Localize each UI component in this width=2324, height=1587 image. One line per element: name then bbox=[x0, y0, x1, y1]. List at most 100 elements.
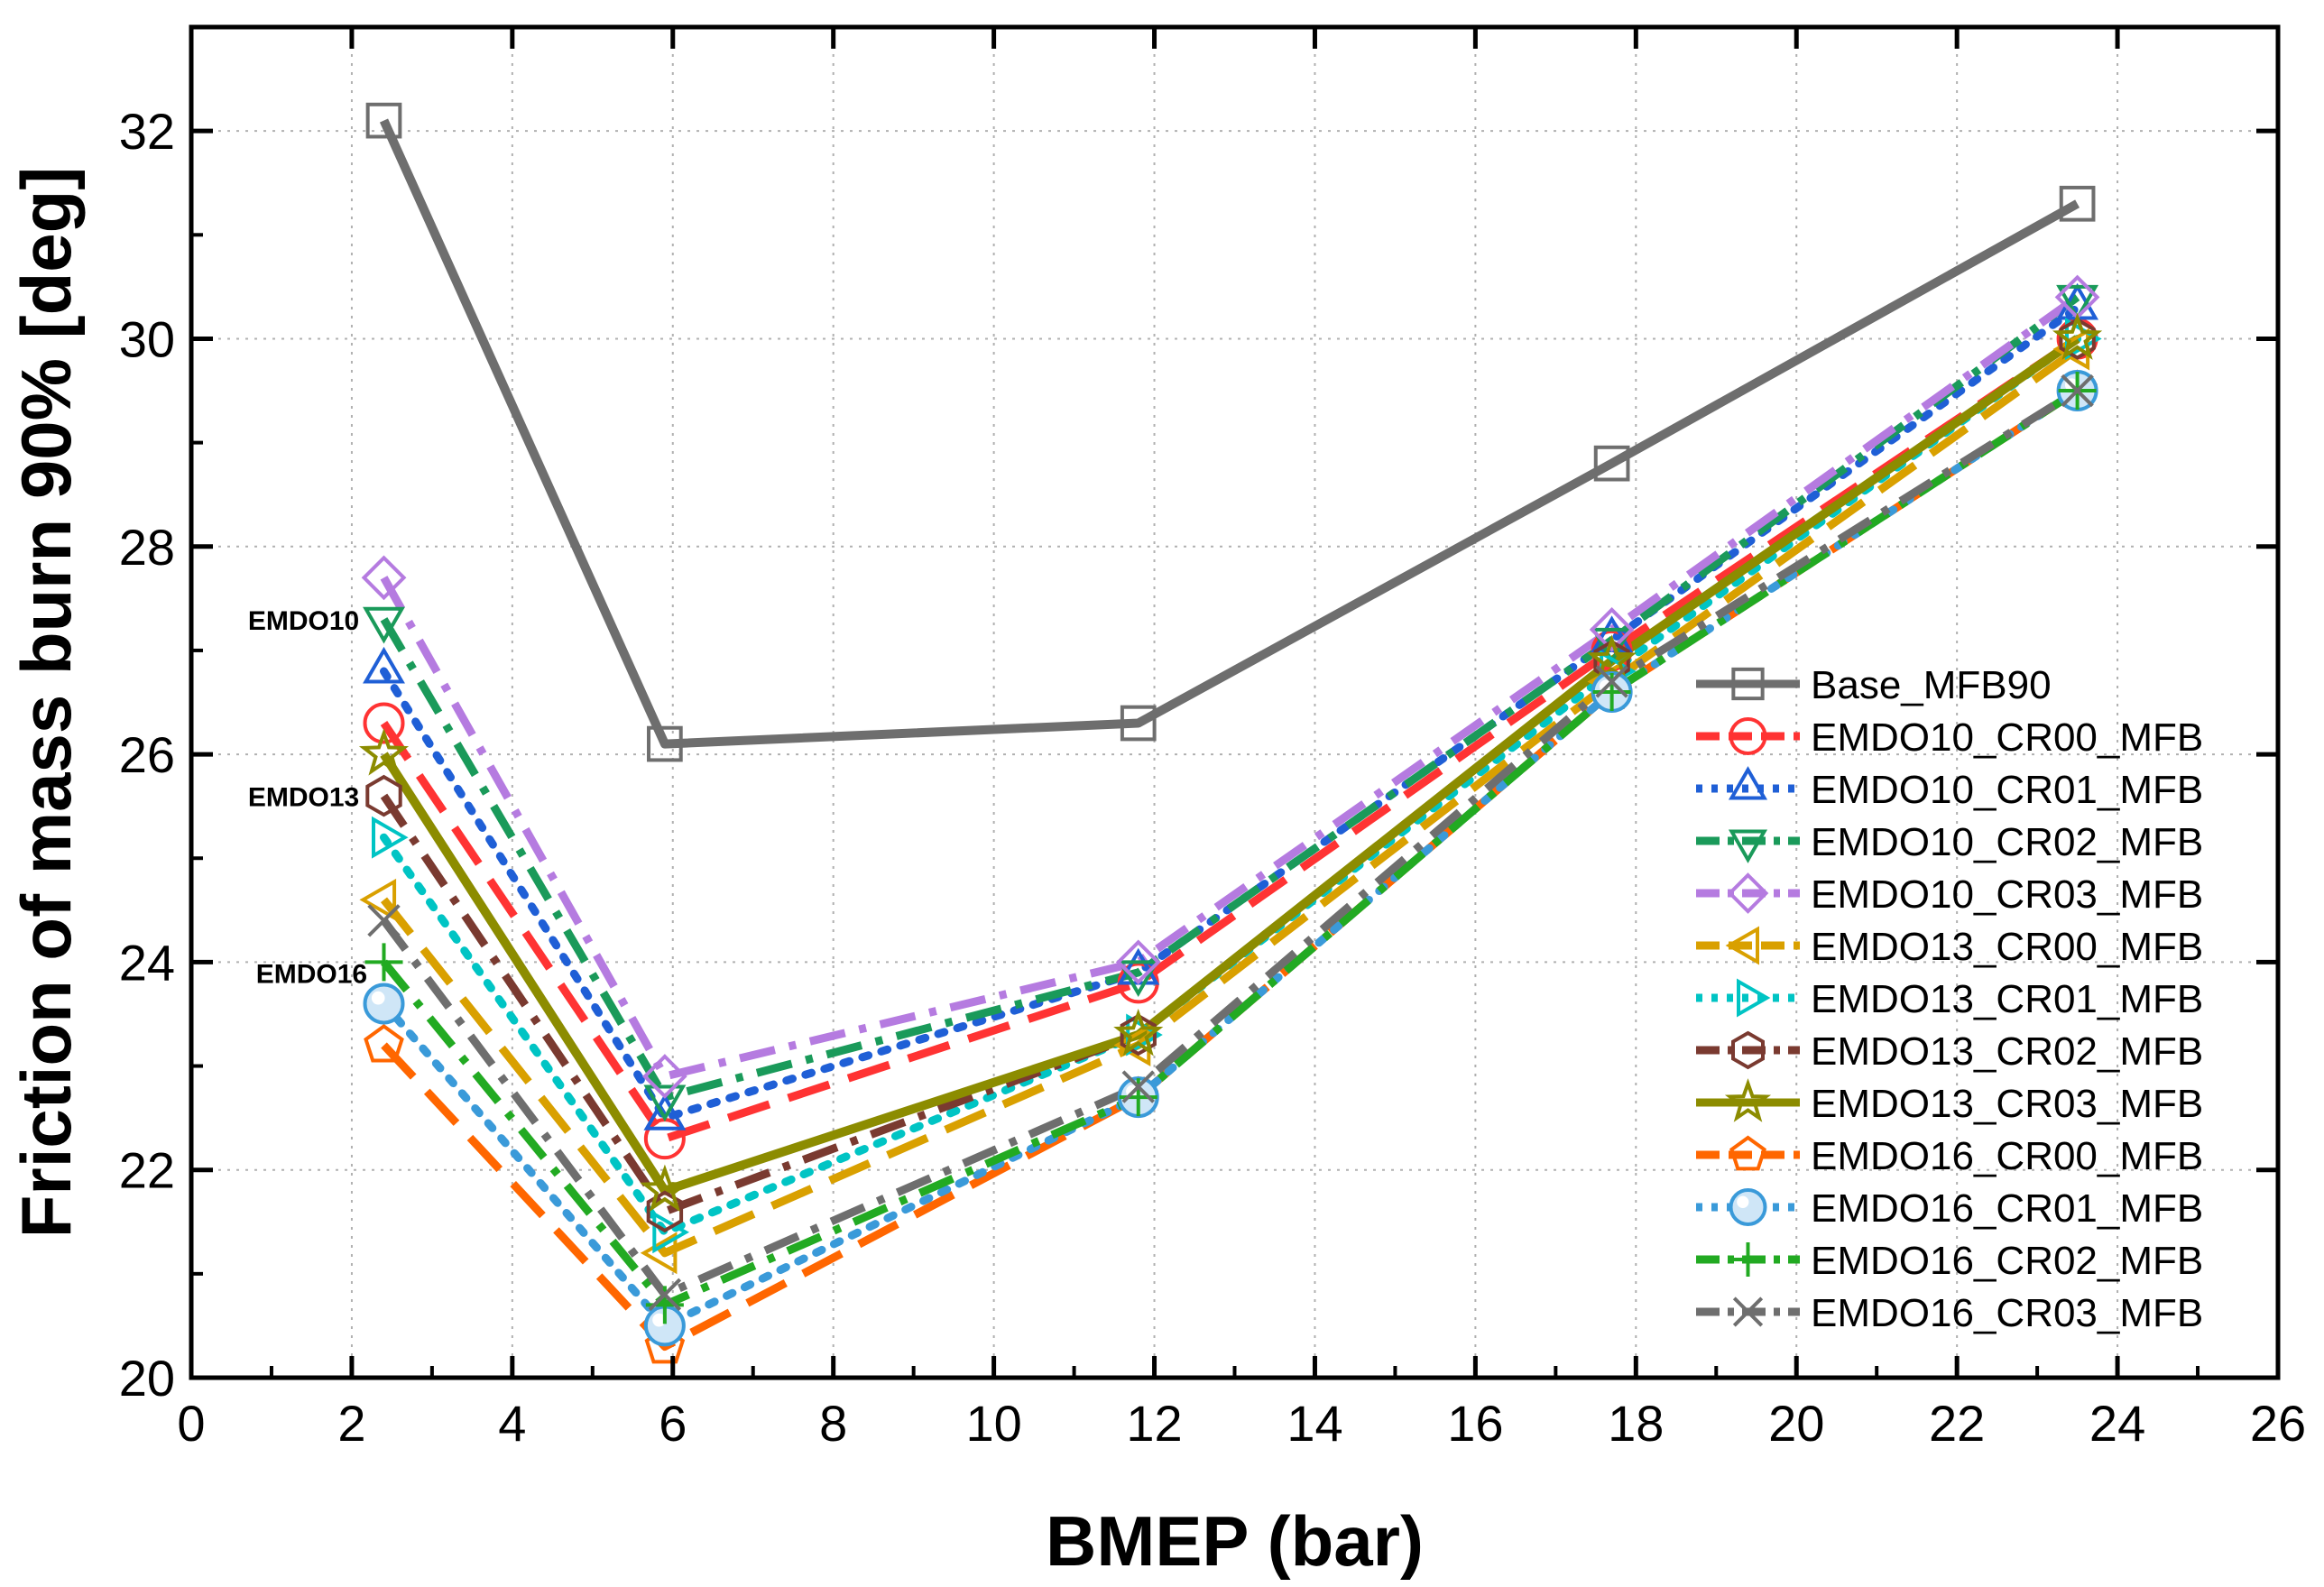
x-tick-label: 12 bbox=[1126, 1395, 1182, 1452]
x-tick-label: 8 bbox=[819, 1395, 847, 1452]
y-tick-label: 22 bbox=[119, 1142, 175, 1199]
marker-x-b bbox=[1595, 665, 1628, 698]
x-tick-label: 10 bbox=[965, 1395, 1021, 1452]
series-line-emdo16_cr00_mfb bbox=[381, 387, 2080, 1351]
legend-item: EMDO13_CR00_MFB bbox=[1696, 925, 2203, 969]
marker-circle bbox=[643, 1118, 686, 1160]
marker-x-b bbox=[2061, 374, 2094, 408]
x-axis-title: BMEP (bar) bbox=[1046, 1501, 1424, 1581]
marker-triangle-right bbox=[1737, 978, 1771, 1018]
marker-square bbox=[365, 102, 402, 139]
legend-item: EMDO10_CR00_MFB bbox=[1696, 715, 2203, 760]
marker-x bbox=[1732, 1296, 1764, 1327]
marker-star bbox=[1113, 1009, 1164, 1056]
y-tick-label: 20 bbox=[119, 1350, 175, 1407]
series-line-emdo10_cr03_mfb bbox=[380, 293, 2080, 1081]
y-tick-label: 26 bbox=[119, 726, 175, 783]
x-tick-label: 0 bbox=[177, 1395, 205, 1452]
marker-square bbox=[1120, 705, 1157, 742]
marker-hexagon bbox=[646, 1190, 684, 1233]
marker-x bbox=[1595, 665, 1628, 698]
series-line-emdo10_cr00_mfb bbox=[380, 335, 2080, 1143]
y-axis-title: Friction of mass burn 90% [deg] bbox=[6, 167, 86, 1238]
marker-sphere-body bbox=[1729, 1188, 1767, 1226]
marker-hexagon bbox=[1120, 1013, 1157, 1056]
annotations: EMDO10 EMDO13 EMDO16 bbox=[248, 606, 367, 990]
x-tick-label: 26 bbox=[2250, 1395, 2306, 1452]
legend-item: EMDO10_CR01_MFB bbox=[1696, 766, 2203, 812]
marker-square bbox=[2059, 185, 2096, 222]
marker-x-b bbox=[1121, 1070, 1155, 1103]
y-tick-label: 28 bbox=[119, 519, 175, 576]
series-line-emdo10_cr02_mfb bbox=[380, 293, 2080, 1102]
marker-triangle-down bbox=[1728, 829, 1768, 863]
marker-diamond bbox=[641, 1054, 687, 1099]
series-line-base_mfb90 bbox=[379, 118, 2080, 749]
marker-star bbox=[358, 728, 410, 776]
marker-diamond bbox=[1589, 606, 1635, 652]
legend-label: EMDO10_CR00_MFB bbox=[1811, 715, 2203, 760]
legend-item: EMDO10_CR02_MFB bbox=[1696, 820, 2203, 864]
marker-x bbox=[648, 1278, 682, 1312]
marker-triangle-up bbox=[643, 1093, 687, 1130]
annotation-emdo16: EMDO16 bbox=[256, 959, 367, 989]
legend-label: EMDO13_CR01_MFB bbox=[1811, 977, 2203, 1021]
legend-item: Base_MFB90 bbox=[1696, 663, 2052, 707]
marker-x bbox=[1121, 1070, 1155, 1103]
marker-diamond bbox=[361, 555, 407, 601]
marker-triangle-right bbox=[652, 1211, 690, 1254]
marker-circle bbox=[363, 702, 405, 744]
marker-diamond bbox=[1115, 939, 1161, 985]
marker-sphere-highlight bbox=[371, 991, 385, 1005]
marker-x-b bbox=[648, 1278, 682, 1312]
legend-item: EMDO16_CR00_MFB bbox=[1696, 1134, 2203, 1178]
legend-item: EMDO16_CR03_MFB bbox=[1696, 1291, 2203, 1335]
legend: Base_MFB90 EMDO10_CR00_MFB EMDO10_CR01_MFB… bbox=[1696, 663, 2203, 1335]
marker-x bbox=[2061, 374, 2094, 408]
marker-hexagon bbox=[365, 774, 402, 817]
marker-triangle-down bbox=[2056, 284, 2099, 322]
marker-star bbox=[1586, 634, 1637, 682]
marker-hexagon bbox=[2059, 318, 2096, 360]
marker-triangle-left bbox=[640, 1232, 678, 1275]
marker-x-b bbox=[1732, 1296, 1764, 1327]
x-tick-label: 22 bbox=[1929, 1395, 1985, 1452]
marker-diamond bbox=[1727, 872, 1769, 914]
marker-triangle-up bbox=[1728, 766, 1768, 800]
marker-triangle-down bbox=[1117, 960, 1160, 997]
y-tick-label: 30 bbox=[119, 310, 175, 367]
legend-item: EMDO10_CR03_MFB bbox=[1696, 872, 2203, 917]
marker-triangle-left bbox=[1725, 926, 1759, 965]
legend-item: EMDO16_CR02_MFB bbox=[1696, 1239, 2203, 1283]
legend-item: EMDO13_CR03_MFB bbox=[1696, 1078, 2203, 1126]
legend-label: EMDO16_CR02_MFB bbox=[1811, 1239, 2203, 1283]
marker-square bbox=[1731, 667, 1765, 701]
marker-sphere-highlight bbox=[652, 1313, 666, 1327]
legend-label: EMDO10_CR01_MFB bbox=[1811, 768, 2203, 812]
legend-label: Base_MFB90 bbox=[1811, 663, 2052, 707]
marker-hexagon bbox=[1731, 1030, 1765, 1070]
marker-plus bbox=[1730, 1242, 1766, 1277]
legend-label: EMDO13_CR02_MFB bbox=[1811, 1029, 2203, 1074]
legend-item: EMDO13_CR01_MFB bbox=[1696, 977, 2203, 1021]
marker-sphere bbox=[363, 983, 405, 1025]
legend-label: EMDO16_CR03_MFB bbox=[1811, 1291, 2203, 1335]
x-tick-label: 16 bbox=[1447, 1395, 1503, 1452]
annotation-emdo10: EMDO10 bbox=[248, 606, 359, 636]
marker-square bbox=[1593, 445, 1630, 482]
marker-sphere-body bbox=[363, 983, 405, 1025]
legend-label: EMDO16_CR00_MFB bbox=[1811, 1134, 2203, 1178]
annotation-emdo13: EMDO13 bbox=[248, 783, 359, 813]
x-tick-label: 18 bbox=[1608, 1395, 1664, 1452]
x-tick-label: 4 bbox=[498, 1395, 526, 1452]
marker-sphere-highlight bbox=[1737, 1195, 1749, 1208]
legend-item: EMDO13_CR02_MFB bbox=[1696, 1029, 2203, 1074]
legend-label: EMDO16_CR01_MFB bbox=[1811, 1186, 2203, 1231]
legend-label: EMDO10_CR03_MFB bbox=[1811, 872, 2203, 917]
x-tick-label: 6 bbox=[659, 1395, 687, 1452]
y-tick-label: 24 bbox=[119, 934, 175, 991]
legend-label: EMDO13_CR03_MFB bbox=[1811, 1082, 2203, 1126]
marker-triangle-down bbox=[363, 606, 405, 644]
